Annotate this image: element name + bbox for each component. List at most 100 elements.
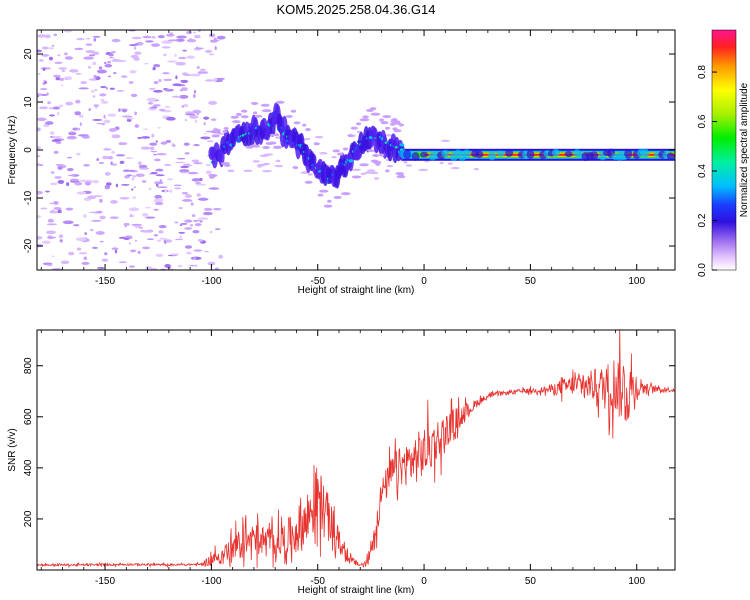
snr-x-tick-label: 100: [628, 576, 645, 587]
noise-blob: [153, 234, 158, 237]
spectral-blob: [348, 159, 354, 163]
noise-blob: [252, 160, 260, 163]
spectral-fringe: [390, 122, 396, 126]
noise-blob: [37, 117, 47, 122]
noise-blob: [104, 64, 113, 68]
noise-blob: [304, 137, 311, 141]
noise-blob: [55, 141, 62, 144]
noise-blob: [142, 212, 149, 217]
colorbar-ticks: 0.0 0.2 0.4 0.6 0.8: [697, 65, 717, 277]
noise-blob: [44, 121, 54, 125]
noise-blob: [116, 90, 125, 92]
noise-blob: [85, 43, 93, 46]
noise-blob: [69, 69, 79, 73]
noise-blob: [210, 230, 213, 234]
noise-blob: [105, 86, 109, 90]
noise-blob: [54, 176, 62, 179]
noise-blob: [93, 74, 97, 79]
noise-blob: [149, 142, 158, 146]
noise-blob: [186, 38, 197, 43]
noise-blob: [99, 93, 107, 97]
noise-blob: [128, 207, 140, 212]
noise-blob: [186, 30, 192, 35]
spectral-fringe: [275, 100, 285, 104]
noise-blob: [92, 179, 99, 184]
noise-blob: [192, 219, 203, 222]
noise-blob: [108, 128, 118, 132]
noise-blob: [37, 236, 43, 240]
noise-blob: [174, 221, 179, 224]
noise-blob: [55, 76, 60, 81]
noise-blob: [57, 179, 65, 184]
noise-blob: [107, 75, 111, 78]
carrier-blob: [564, 151, 573, 158]
noise-blob: [153, 64, 161, 68]
spectral-fringe: [347, 134, 354, 138]
noise-blob: [53, 74, 61, 78]
spectrogram-x-tick-label: 100: [628, 276, 645, 287]
carrier-blob: [624, 149, 633, 159]
noise-blob: [179, 235, 182, 239]
noise-blob: [46, 223, 58, 226]
noise-blob: [147, 102, 154, 105]
noise-blob: [174, 187, 182, 190]
noise-blob: [216, 133, 226, 135]
spectral-fringe: [285, 114, 293, 118]
noise-blob: [111, 134, 121, 139]
noise-blob: [107, 113, 117, 117]
noise-blob: [208, 187, 220, 190]
carrier-blob: [551, 148, 560, 157]
spectrogram-x-tick-label: -100: [201, 276, 221, 287]
noise-blob: [181, 199, 193, 202]
noise-blob: [167, 178, 174, 181]
noise-blob: [203, 122, 206, 126]
spectral-fringe: [261, 109, 272, 113]
spectrogram-y-tick-label: 0: [23, 147, 34, 153]
spectral-fringe: [230, 115, 239, 119]
snr-x-label: Height of straight line (km): [298, 585, 415, 596]
noise-blob: [152, 66, 156, 71]
spectral-fringe: [253, 111, 258, 115]
noise-blob: [86, 37, 91, 40]
noise-blob: [144, 62, 149, 65]
noise-blob: [78, 252, 88, 255]
noise-blob: [447, 162, 453, 165]
noise-blob: [79, 122, 82, 126]
noise-blob: [118, 261, 127, 264]
noise-blob: [37, 34, 47, 38]
spectrogram-y-tick-label: -20: [23, 238, 34, 253]
carrier-blob: [475, 150, 484, 159]
noise-blob: [175, 61, 186, 66]
noise-blob: [64, 52, 68, 56]
snr-x-tick-label: 0: [421, 576, 427, 587]
noise-blob: [176, 157, 186, 160]
spectral-fringe: [351, 175, 362, 179]
colorbar-label: Normalized spectral amplitude: [739, 82, 750, 217]
noise-blob: [195, 183, 207, 186]
noise-blob: [150, 106, 158, 109]
noise-blob: [165, 139, 172, 143]
noise-blob: [134, 51, 142, 55]
noise-blob: [193, 162, 203, 165]
noise-blob: [190, 73, 201, 77]
noise-blob: [78, 87, 89, 90]
noise-blob: [145, 216, 156, 219]
noise-blob: [314, 135, 324, 139]
noise-blob: [53, 150, 59, 154]
spectral-fringe: [366, 108, 374, 112]
noise-blob: [141, 136, 151, 139]
spectral-fringe: [372, 153, 380, 157]
noise-blob: [184, 227, 193, 230]
noise-blob: [191, 214, 196, 218]
noise-blob: [165, 116, 176, 121]
noise-blob: [184, 219, 193, 223]
noise-blob: [161, 40, 173, 44]
spectral-fringe: [359, 118, 370, 122]
noise-blob: [119, 160, 125, 164]
noise-blob: [180, 165, 190, 169]
noise-blob: [175, 75, 178, 80]
noise-blob: [37, 72, 41, 75]
snr-y-tick-label: 800: [23, 357, 34, 374]
spectral-fringe: [379, 118, 384, 122]
